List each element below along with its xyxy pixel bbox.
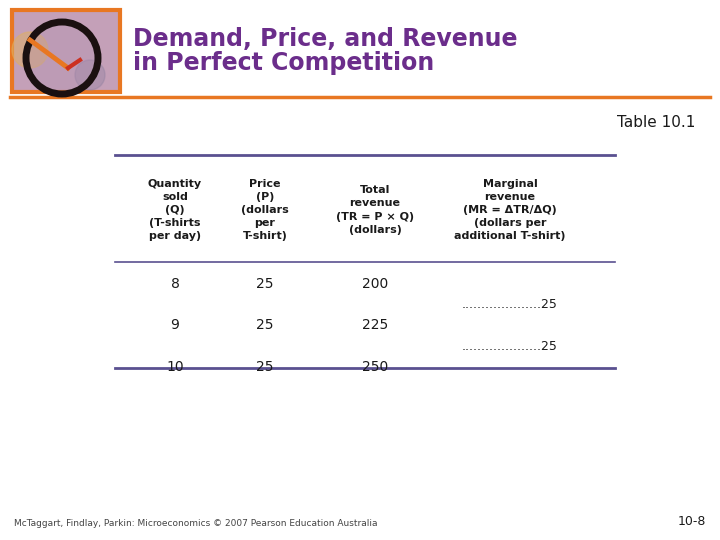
- Circle shape: [28, 24, 96, 92]
- Text: 25: 25: [256, 360, 274, 374]
- Text: McTaggart, Findlay, Parkin: Microeconomics © 2007 Pearson Education Australia: McTaggart, Findlay, Parkin: Microeconomi…: [14, 519, 377, 528]
- Text: 225: 225: [362, 318, 388, 332]
- Text: 8: 8: [171, 277, 179, 291]
- Text: Demand, Price, and Revenue: Demand, Price, and Revenue: [133, 27, 518, 51]
- Text: 25: 25: [256, 318, 274, 332]
- Circle shape: [12, 32, 48, 68]
- Text: Marginal
revenue
(MR = ΔTR/ΔQ)
(dollars per
additional T-shirt): Marginal revenue (MR = ΔTR/ΔQ) (dollars …: [454, 179, 566, 241]
- Text: ....................25: ....................25: [462, 340, 558, 353]
- Text: Quantity
sold
(Q)
(T-shirts
per day): Quantity sold (Q) (T-shirts per day): [148, 179, 202, 241]
- Text: 250: 250: [362, 360, 388, 374]
- Text: 10-8: 10-8: [678, 515, 706, 528]
- Text: 9: 9: [171, 318, 179, 332]
- Text: Table 10.1: Table 10.1: [616, 115, 695, 130]
- Text: 200: 200: [362, 277, 388, 291]
- FancyBboxPatch shape: [12, 10, 120, 92]
- Text: Total
revenue
(TR = P × Q)
(dollars): Total revenue (TR = P × Q) (dollars): [336, 185, 414, 235]
- Text: in Perfect Competition: in Perfect Competition: [133, 51, 434, 75]
- Text: Price
(P)
(dollars
per
T-shirt): Price (P) (dollars per T-shirt): [241, 179, 289, 241]
- Text: 10: 10: [166, 360, 184, 374]
- Text: 25: 25: [256, 277, 274, 291]
- Circle shape: [75, 60, 105, 90]
- Text: ....................25: ....................25: [462, 299, 558, 312]
